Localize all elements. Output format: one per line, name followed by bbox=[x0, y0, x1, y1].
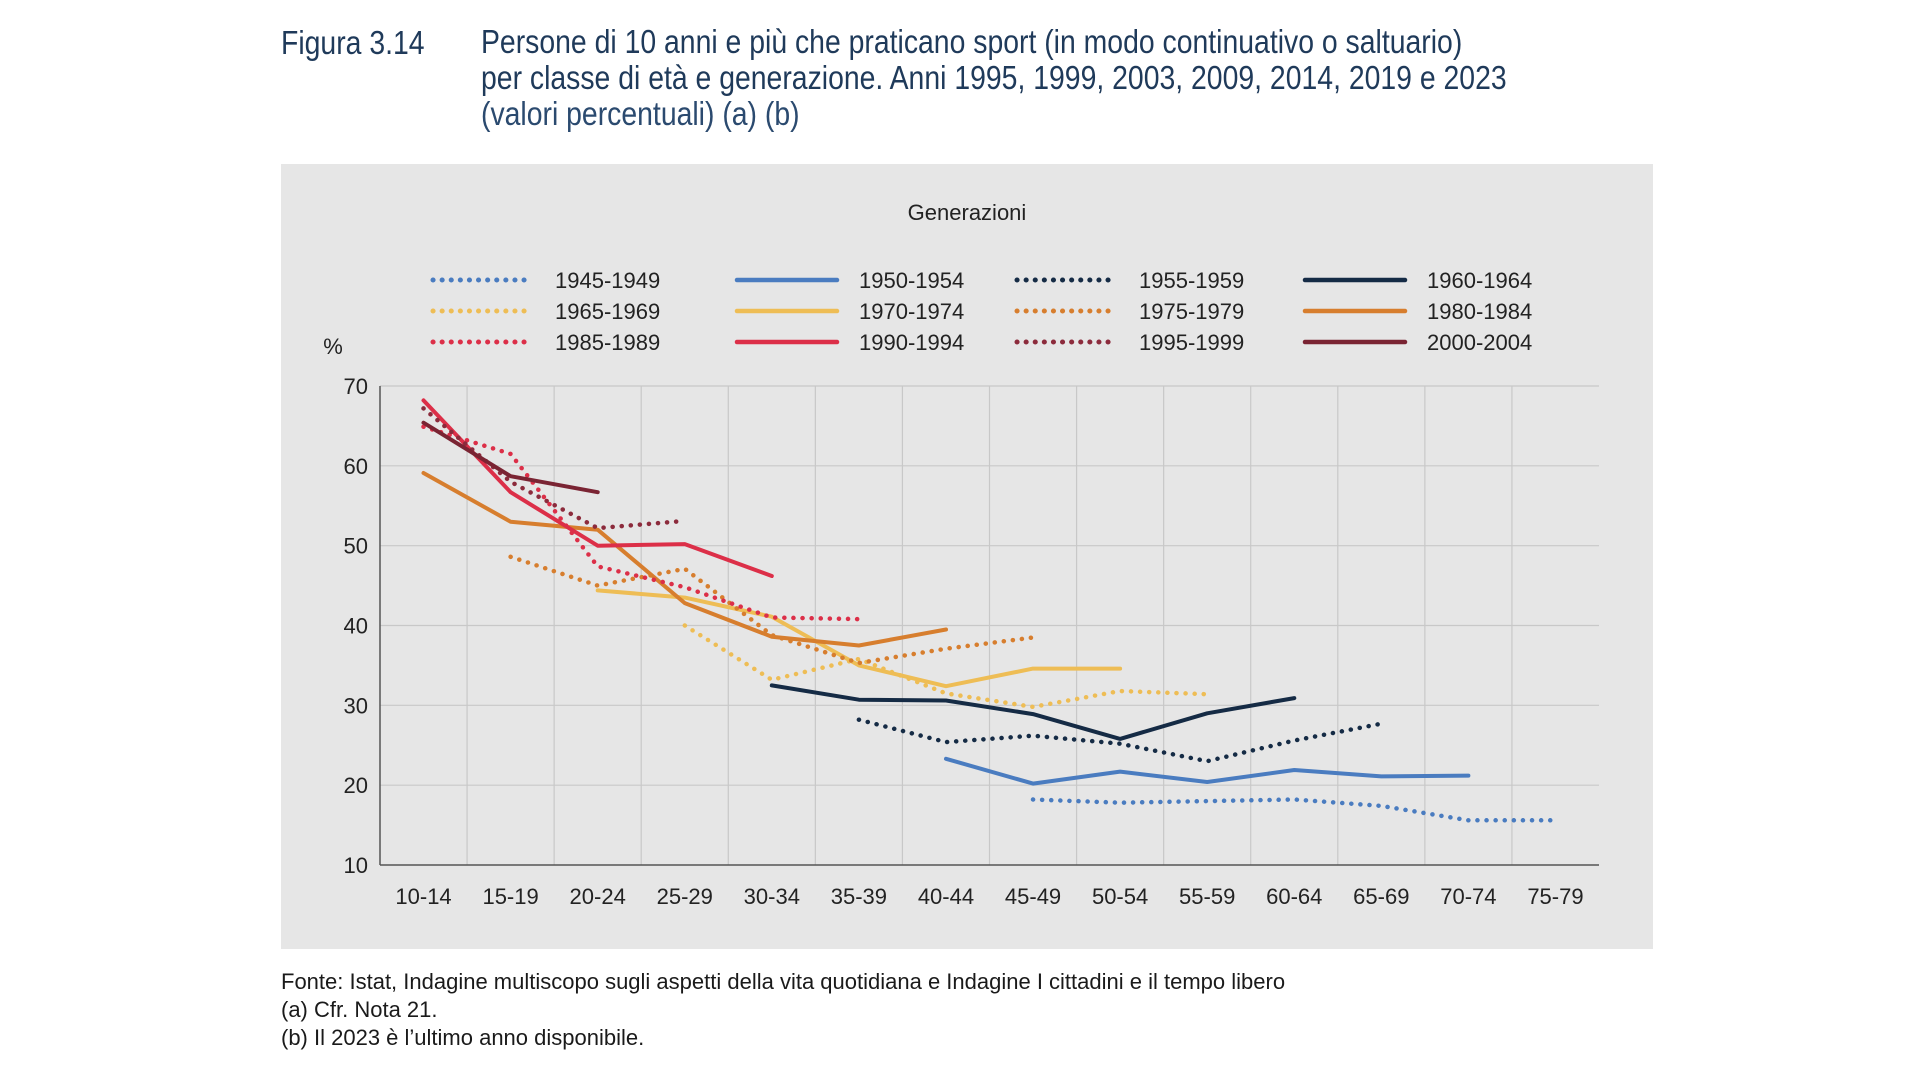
legend-item-label: 1975-1979 bbox=[1139, 299, 1244, 324]
legend-item-label: 1950-1954 bbox=[859, 268, 964, 293]
legend-title: Generazioni bbox=[908, 200, 1027, 225]
series-line bbox=[595, 588, 1123, 689]
x-tick-label: 20-24 bbox=[570, 884, 626, 909]
x-tick-label: 15-19 bbox=[482, 884, 538, 909]
y-tick-label: 60 bbox=[344, 454, 368, 479]
x-tick-label: 65-69 bbox=[1353, 884, 1409, 909]
legend-item-label: 1995-1999 bbox=[1139, 330, 1244, 355]
series-line bbox=[944, 756, 1471, 786]
figure-title: Persone di 10 anni e più che praticano s… bbox=[481, 24, 1685, 132]
y-tick-label: 70 bbox=[344, 374, 368, 399]
y-tick-label: 30 bbox=[344, 693, 368, 718]
x-tick-label: 30-34 bbox=[744, 884, 800, 909]
note-a: (a) Cfr. Nota 21. bbox=[281, 997, 438, 1022]
series-line bbox=[856, 717, 1384, 764]
legend-item-label: 2000-2004 bbox=[1427, 330, 1532, 355]
y-tick-label: 40 bbox=[344, 614, 368, 639]
x-tick-label: 45-49 bbox=[1005, 884, 1061, 909]
series-line bbox=[421, 406, 688, 531]
y-tick-label: 50 bbox=[344, 534, 368, 559]
figure-title-line3: (valori percentuali) (a) (b) bbox=[481, 95, 800, 132]
x-tick-label: 55-59 bbox=[1179, 884, 1235, 909]
series-line bbox=[421, 424, 862, 622]
x-tick-label: 60-64 bbox=[1266, 884, 1322, 909]
figure-title-line2: per classe di età e generazione. Anni 19… bbox=[481, 59, 1507, 96]
x-tick-label: 35-39 bbox=[831, 884, 887, 909]
legend-item-label: 1945-1949 bbox=[555, 268, 660, 293]
legend-item-label: 1955-1959 bbox=[1139, 268, 1244, 293]
series-line bbox=[421, 398, 774, 578]
y-tick-label: 20 bbox=[344, 773, 368, 798]
x-tick-label: 50-54 bbox=[1092, 884, 1148, 909]
series-line bbox=[1030, 797, 1558, 823]
series-line bbox=[682, 623, 1210, 710]
y-tick-label: 10 bbox=[344, 853, 368, 878]
series-line bbox=[508, 554, 1036, 666]
legend-item-label: 1990-1994 bbox=[859, 330, 964, 355]
figure-title-line1: Persone di 10 anni e più che praticano s… bbox=[481, 23, 1463, 60]
legend-item-label: 1985-1989 bbox=[555, 330, 660, 355]
x-tick-label: 40-44 bbox=[918, 884, 974, 909]
series-line bbox=[421, 420, 600, 495]
y-axis-unit-label: % bbox=[323, 334, 343, 359]
x-tick-label: 25-29 bbox=[657, 884, 713, 909]
figure-footer: Fonte: Istat, Indagine multiscopo sugli … bbox=[281, 968, 1285, 1052]
series-line bbox=[769, 683, 1297, 741]
series-line bbox=[421, 471, 948, 648]
note-b: (b) Il 2023 è l’ultimo anno disponibile. bbox=[281, 1025, 645, 1050]
legend-item-label: 1980-1984 bbox=[1427, 299, 1532, 324]
figure-label: Figura 3.14 bbox=[281, 24, 425, 61]
legend-item-label: 1965-1969 bbox=[555, 299, 660, 324]
legend-item-label: 1960-1964 bbox=[1427, 268, 1532, 293]
chart-panel: 10 20 30 40 50 60 70% 10-14 15-19 20-24 25-29 30-34… bbox=[281, 164, 1653, 949]
x-tick-label: 75-79 bbox=[1527, 884, 1583, 909]
source-note: Fonte: Istat, Indagine multiscopo sugli … bbox=[281, 969, 1286, 994]
legend-item-label: 1970-1974 bbox=[859, 299, 964, 324]
x-tick-label: 10-14 bbox=[395, 884, 451, 909]
line-chart: 10 20 30 40 50 60 70% 10-14 15-19 20-24 25-29 30-34… bbox=[323, 200, 1599, 909]
x-tick-label: 70-74 bbox=[1440, 884, 1496, 909]
